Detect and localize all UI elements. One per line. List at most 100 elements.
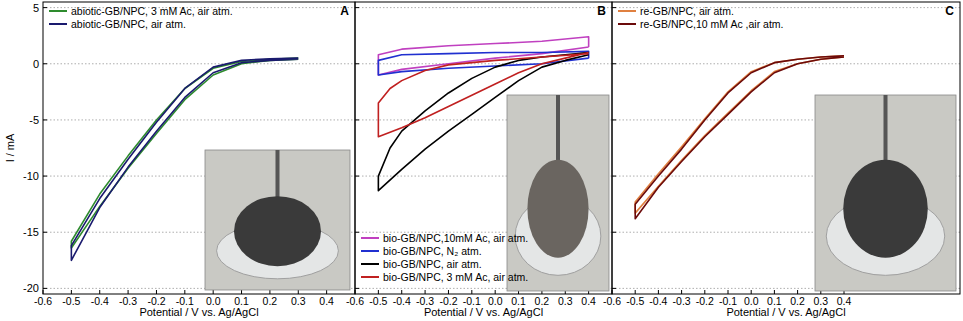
y-tick (43, 232, 47, 233)
y-tick (355, 288, 359, 289)
y-tick (43, 176, 47, 177)
legend-label: bio-GB/NPC,10mM Ac, air atm. (383, 232, 528, 244)
panel-label: B (597, 4, 606, 18)
x-tick (71, 290, 72, 294)
panel-label: A (340, 4, 349, 18)
y-tick (355, 63, 359, 64)
y-tick-label: -5 (29, 114, 39, 126)
x-axis-title: Potential / V vs. Ag/AgCl (424, 306, 543, 318)
y-tick (43, 119, 47, 120)
legend-swatch (618, 10, 636, 12)
legend-swatch (361, 250, 379, 252)
legend-label: bio-GB/NPC, 3 mM Ac, air atm. (383, 271, 528, 283)
inset-photo (507, 95, 609, 291)
x-tick (681, 290, 682, 294)
y-tick-label: -20 (23, 282, 39, 294)
y-tick (612, 176, 616, 177)
x-tick-label: -0.5 (369, 295, 387, 307)
grid-line (355, 7, 612, 8)
inset-brush (527, 160, 588, 258)
x-axis-title: Potential / V vs. Ag/AgCl (139, 306, 258, 318)
x-tick (184, 290, 185, 294)
legend-swatch (49, 23, 67, 25)
x-tick-label: -0.6 (603, 295, 621, 307)
x-tick (774, 290, 775, 294)
x-tick (213, 290, 214, 294)
y-tick-label: 0 (33, 58, 39, 70)
legend-swatch (361, 263, 379, 265)
x-tick (241, 290, 242, 294)
inset-photo (815, 95, 956, 291)
plot-area (71, 58, 298, 260)
cv-curve (71, 58, 298, 248)
y-tick (612, 232, 616, 233)
grid-line (43, 119, 355, 120)
x-tick (728, 290, 729, 294)
grid-line (43, 63, 355, 64)
x-tick (298, 290, 299, 294)
legend-label: abiotic-GB/NPC, air atm. (71, 18, 186, 30)
x-tick (658, 290, 659, 294)
x-tick (326, 290, 327, 294)
x-tick-label: 0.3 (558, 295, 573, 307)
x-tick-label: -0.3 (673, 295, 691, 307)
cv-curve (378, 53, 588, 137)
legend: re-GB/NPC, air atm.re-GB/NPC,10 mM Ac ,a… (618, 5, 784, 30)
x-tick (448, 290, 449, 294)
inset-brush (234, 196, 321, 266)
background (0, 0, 963, 321)
legend-label: re-GB/NPC,10 mM Ac ,air atm. (640, 18, 784, 30)
legend-label: bio-GB/NPC, N₂ atm. (383, 245, 482, 257)
inset-photo (205, 150, 350, 290)
y-tick (43, 288, 47, 289)
x-tick (401, 290, 402, 294)
legend: abiotic-GB/NPC, 3 mM Ac, air atm.abiotic… (49, 5, 233, 30)
x-tick-label: -0.5 (626, 295, 644, 307)
y-axis-title: I / mA (4, 133, 16, 162)
plot-frame (43, 2, 355, 294)
panel-label: C (945, 4, 954, 18)
y-tick (612, 63, 616, 64)
x-tick-label: 0.3 (291, 295, 306, 307)
cv-curve (635, 56, 844, 213)
legend-label: abiotic-GB/NPC, 3 mM Ac, air atm. (71, 5, 233, 17)
y-tick (43, 63, 47, 64)
y-tick-label: -15 (23, 226, 39, 238)
x-tick (156, 290, 157, 294)
figure: -20-15-10-505-0.6-0.5-0.4-0.3-0.2-0.10.0… (0, 0, 963, 321)
x-axis-title: Potential / V vs. Ag/AgCl (726, 306, 845, 318)
legend-swatch (49, 10, 67, 12)
x-tick (704, 290, 705, 294)
cv-curve (635, 56, 844, 219)
y-tick (355, 176, 359, 177)
y-tick (612, 119, 616, 120)
y-tick-label: 5 (33, 2, 39, 14)
legend-swatch (618, 23, 636, 25)
cv-curve (378, 53, 588, 191)
y-tick-label: -10 (23, 170, 39, 182)
panel: -20-15-10-505-0.6-0.5-0.4-0.3-0.2-0.10.0… (4, 2, 355, 318)
inset-frame (205, 150, 350, 290)
y-tick (612, 288, 616, 289)
plot-frame (355, 2, 612, 294)
x-tick-label: 0.4 (319, 295, 334, 307)
inset-brush (843, 160, 928, 258)
plot-area (635, 56, 844, 219)
cv-curve (71, 58, 298, 260)
x-tick-label: -0.4 (91, 295, 109, 307)
x-tick (471, 290, 472, 294)
x-tick (99, 290, 100, 294)
inset-rod (556, 95, 560, 164)
panel: -0.6-0.5-0.4-0.3-0.2-0.10.00.10.20.30.4b… (346, 2, 612, 318)
inset-rod (884, 95, 888, 164)
x-tick (269, 290, 270, 294)
x-tick-label: 0.4 (581, 295, 596, 307)
panel: -0.6-0.5-0.4-0.3-0.2-0.10.00.10.20.30.4r… (603, 2, 960, 318)
legend-swatch (361, 276, 379, 278)
y-tick (355, 119, 359, 120)
plot-area (378, 37, 588, 191)
inset-frame (507, 95, 609, 291)
x-tick-label: -0.5 (62, 295, 80, 307)
grid-line (612, 63, 960, 64)
legend-label: bio-GB/NPC, air atm. (383, 258, 482, 270)
